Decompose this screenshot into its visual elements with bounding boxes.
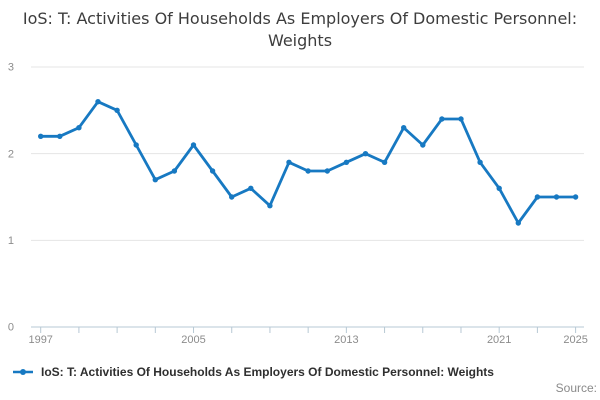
data-point[interactable] — [324, 168, 330, 174]
y-axis-label: 3 — [8, 62, 14, 74]
data-point[interactable] — [190, 142, 197, 148]
x-axis-label: 2013 — [334, 334, 358, 346]
legend-item[interactable]: IoS: T: Activities Of Households As Empl… — [12, 363, 494, 381]
data-point[interactable] — [477, 159, 483, 165]
data-point[interactable] — [343, 159, 350, 165]
data-point[interactable] — [401, 125, 407, 131]
data-point[interactable] — [305, 168, 311, 174]
data-point[interactable] — [267, 203, 273, 209]
data-point[interactable] — [171, 168, 178, 174]
data-point[interactable] — [496, 185, 502, 191]
y-axis-label: 1 — [8, 235, 14, 247]
x-axis — [31, 326, 584, 333]
x-axis-label: 2005 — [181, 334, 205, 346]
data-point[interactable] — [439, 116, 445, 122]
data-point[interactable] — [362, 151, 369, 157]
data-point[interactable] — [209, 168, 216, 174]
data-point[interactable] — [572, 194, 579, 200]
x-axis-label: 1997 — [28, 334, 52, 346]
x-axis-label: 2021 — [487, 334, 511, 346]
x-axis-labels: 1997 2005 2013 2021 2025 — [28, 334, 587, 346]
source-label: Source: — [555, 381, 597, 395]
legend-label: IoS: T: Activities Of Households As Empl… — [41, 365, 494, 379]
data-point[interactable] — [57, 133, 63, 139]
data-point[interactable] — [515, 220, 521, 226]
data-point[interactable] — [458, 116, 464, 122]
data-point[interactable] — [95, 99, 101, 105]
data-point[interactable] — [133, 142, 139, 148]
y-axis-label: 2 — [8, 148, 14, 160]
series-group — [38, 99, 579, 226]
data-point[interactable] — [114, 107, 120, 114]
y-axis-label: 0 — [8, 322, 14, 334]
y-axis-labels: 0 1 2 3 — [8, 62, 14, 334]
data-point[interactable] — [38, 133, 44, 139]
chart-title: IoS: T: Activities Of Households As Empl… — [22, 9, 578, 50]
data-point[interactable] — [152, 177, 158, 183]
legend-line-marker-icon — [13, 369, 33, 375]
gridlines — [31, 66, 584, 241]
data-point[interactable] — [248, 185, 254, 191]
data-point[interactable] — [553, 194, 560, 200]
data-point[interactable] — [286, 159, 292, 165]
data-point[interactable] — [229, 194, 235, 200]
series-line — [39, 100, 577, 225]
data-point[interactable] — [76, 125, 82, 131]
data-point[interactable] — [420, 142, 426, 148]
data-point[interactable] — [381, 159, 388, 165]
data-point[interactable] — [534, 194, 541, 200]
x-axis-label: 2025 — [563, 334, 587, 346]
